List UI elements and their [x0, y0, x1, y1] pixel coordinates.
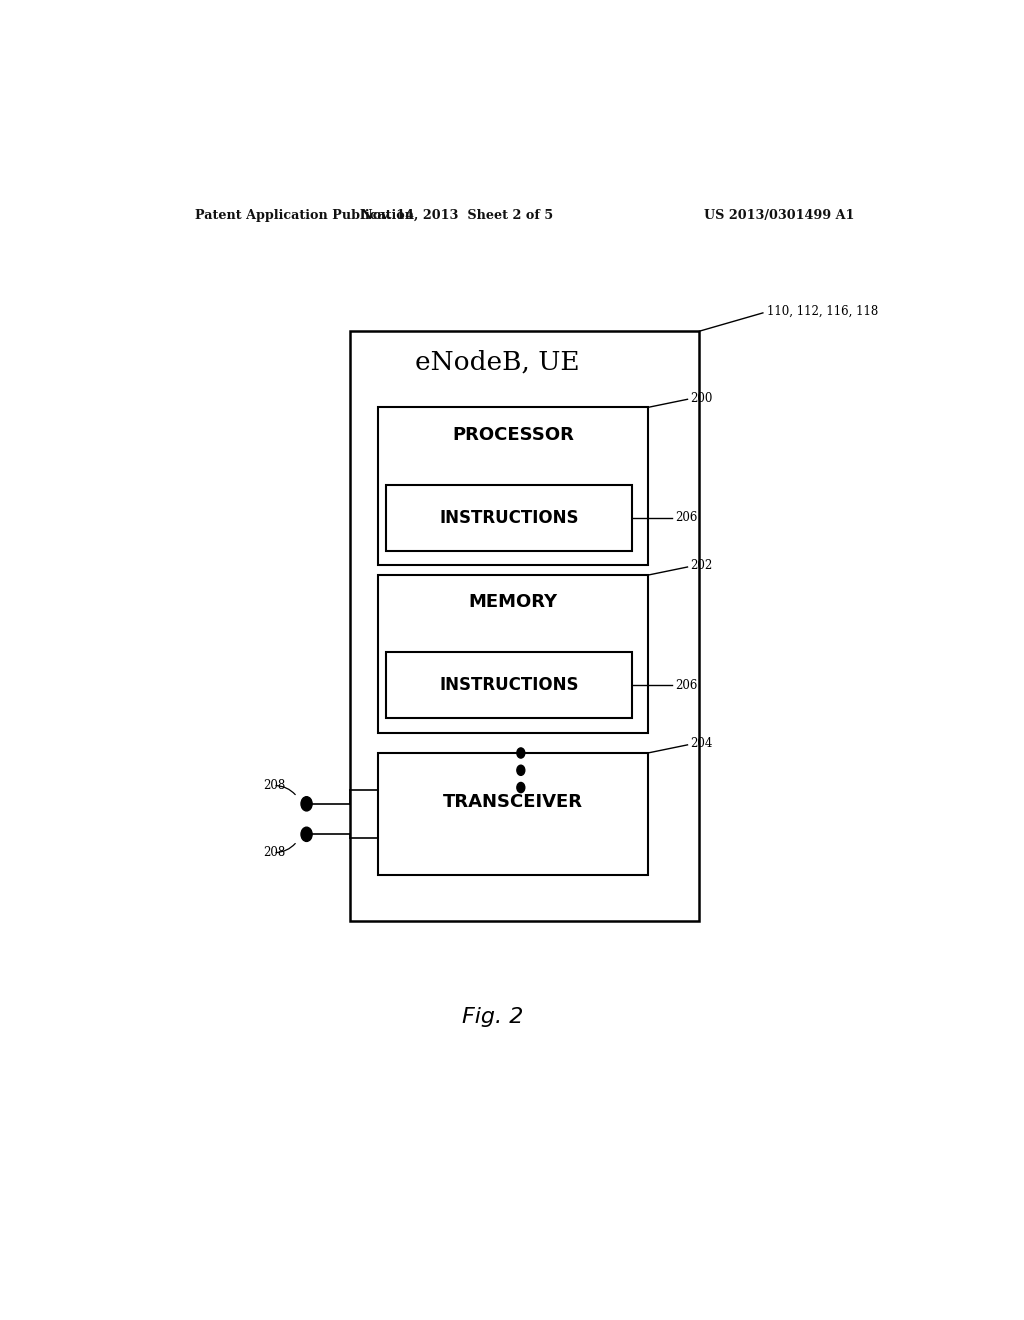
Text: PROCESSOR: PROCESSOR	[452, 426, 573, 444]
Text: 110, 112, 116, 118: 110, 112, 116, 118	[767, 305, 879, 317]
Text: Patent Application Publication: Patent Application Publication	[196, 209, 415, 222]
Text: INSTRUCTIONS: INSTRUCTIONS	[439, 508, 579, 527]
Bar	[378, 576, 648, 733]
Text: Nov. 14, 2013  Sheet 2 of 5: Nov. 14, 2013 Sheet 2 of 5	[361, 209, 553, 222]
Bar	[378, 408, 648, 565]
Text: 206: 206	[675, 511, 697, 524]
Circle shape	[301, 797, 312, 810]
Text: 206: 206	[675, 678, 697, 692]
Text: 200: 200	[690, 392, 713, 405]
Text: MEMORY: MEMORY	[468, 594, 557, 611]
Text: eNodeB, UE: eNodeB, UE	[415, 350, 580, 375]
Circle shape	[517, 783, 524, 792]
Text: Fig. 2: Fig. 2	[463, 1007, 523, 1027]
Circle shape	[301, 828, 312, 841]
Text: US 2013/0301499 A1: US 2013/0301499 A1	[703, 209, 854, 222]
Bar	[386, 484, 632, 550]
Text: 208: 208	[263, 846, 285, 859]
Text: 208: 208	[263, 779, 285, 792]
Bar	[350, 331, 699, 921]
Circle shape	[517, 748, 524, 758]
Text: TRANSCEIVER: TRANSCEIVER	[443, 793, 583, 810]
Bar	[378, 752, 648, 875]
Text: 204: 204	[690, 738, 713, 750]
Text: 202: 202	[690, 560, 713, 573]
Text: INSTRUCTIONS: INSTRUCTIONS	[439, 676, 579, 694]
Bar	[386, 652, 632, 718]
Circle shape	[517, 766, 524, 775]
